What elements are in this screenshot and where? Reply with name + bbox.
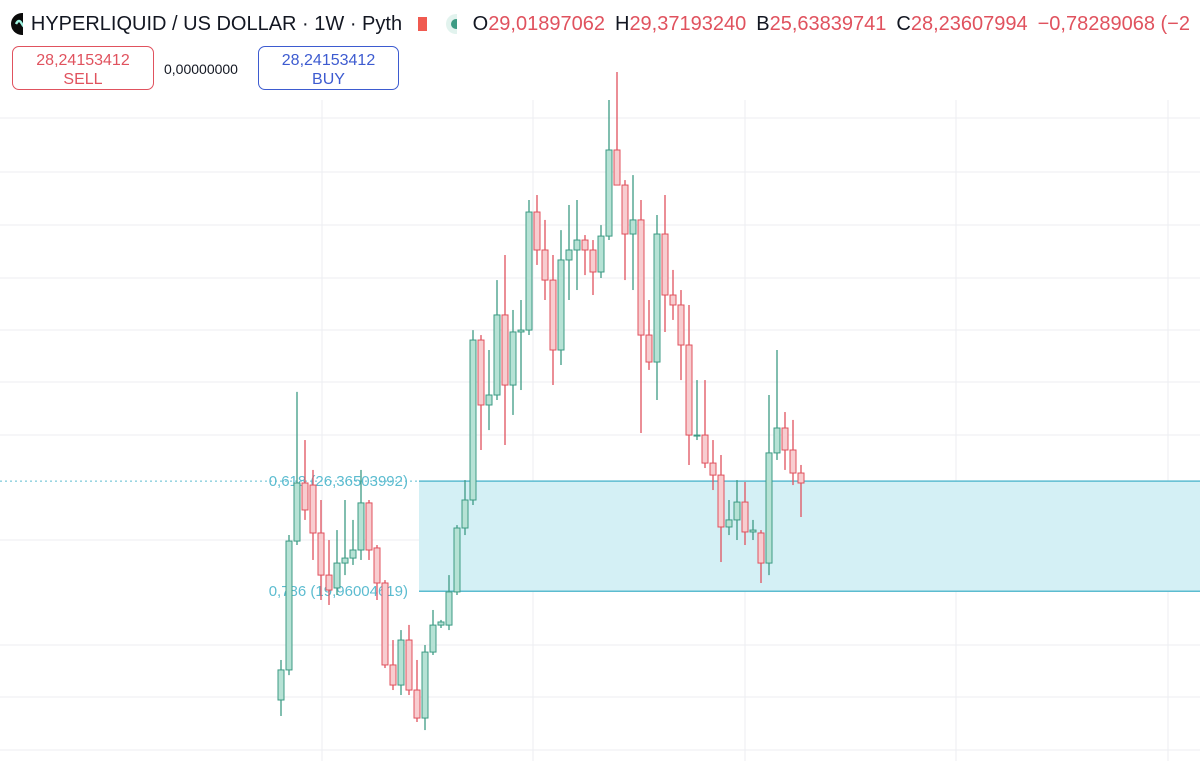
candle-body <box>525 211 533 331</box>
close-label: C <box>896 12 911 35</box>
close-value: 28,23607994 <box>910 12 1028 35</box>
fib-zone <box>419 481 1200 592</box>
change-value: −0,78289068 (−2 <box>1037 12 1190 35</box>
sell-price: 28,24153412 <box>36 52 130 69</box>
candle-body <box>661 233 669 296</box>
candle-body <box>397 639 405 686</box>
open-value: 29,01897062 <box>488 12 605 35</box>
candle-body <box>589 249 597 273</box>
buy-price: 28,24153412 <box>281 52 376 69</box>
candle-body <box>413 689 421 719</box>
candle-body <box>381 582 389 666</box>
candle-body <box>501 314 509 386</box>
low-label: B <box>756 12 770 35</box>
candle-body <box>797 472 805 484</box>
grid <box>0 100 1200 761</box>
candle-body <box>293 482 301 542</box>
candle-body <box>629 219 637 235</box>
candle-body <box>357 502 365 551</box>
candle-body <box>549 279 557 351</box>
candle-body <box>477 339 485 406</box>
candle-body <box>613 149 621 186</box>
candle-body <box>789 449 797 474</box>
candle-body <box>445 591 453 626</box>
candle-body <box>669 294 677 306</box>
candle-body <box>421 651 429 719</box>
legend-bar: HYPERLIQUID / US DOLLAR · 1W · Pyth O 29,… <box>10 8 1200 40</box>
candle-body <box>461 499 469 529</box>
flag-icon[interactable] <box>416 14 427 34</box>
candle-body <box>701 434 709 464</box>
candle-body <box>277 669 285 701</box>
candle-body <box>325 574 333 591</box>
candle-body <box>317 532 325 576</box>
candle-body <box>333 562 341 589</box>
candle-body <box>581 239 589 251</box>
candle-body <box>557 259 565 351</box>
candle-body <box>469 339 477 501</box>
fib-label: 0,786 (19,96004619) <box>269 583 408 600</box>
candle-body <box>749 529 757 533</box>
buy-button[interactable]: 28,24153412 BUY <box>258 46 399 90</box>
buy-label: BUY <box>312 71 345 88</box>
candle-body <box>605 149 613 237</box>
candle-body <box>597 235 605 273</box>
candle-body <box>533 211 541 251</box>
candle-body <box>757 532 765 564</box>
candle-body <box>437 621 445 626</box>
candle-body <box>773 427 781 454</box>
candle-body <box>653 233 661 363</box>
candle-body <box>685 344 693 436</box>
candle-body <box>493 314 501 396</box>
candle-body <box>541 249 549 281</box>
symbol-logo <box>11 13 23 35</box>
sell-label: SELL <box>63 71 103 88</box>
status-dot <box>445 14 457 34</box>
candle-body <box>573 239 581 251</box>
candle-body <box>405 639 413 691</box>
candle-body <box>677 304 685 346</box>
candle-body <box>485 394 493 406</box>
candle-body <box>621 184 629 235</box>
high-label: H <box>614 12 630 35</box>
candle-body <box>565 249 573 261</box>
candle-body <box>341 557 349 564</box>
candle-body <box>781 427 789 451</box>
candle-body <box>509 331 517 386</box>
candle-body <box>725 519 733 528</box>
candle-body <box>733 501 741 521</box>
candle-body <box>365 502 373 551</box>
candle-body <box>349 549 357 559</box>
candle-body <box>717 474 725 528</box>
candle-body <box>765 452 773 564</box>
high-value: 29,37193240 <box>629 12 747 35</box>
open-label: O <box>472 12 489 35</box>
candle-body <box>517 329 525 333</box>
candle-body <box>709 462 717 476</box>
candle-body <box>693 434 701 437</box>
low-value: 25,63839741 <box>769 12 887 35</box>
candle-body <box>285 540 293 671</box>
candle-body <box>389 664 397 686</box>
candle-body <box>645 334 653 363</box>
symbol-title[interactable]: HYPERLIQUID / US DOLLAR · 1W · Pyth <box>30 12 403 35</box>
candle-body <box>741 501 749 533</box>
spread: 0,00000000 <box>164 61 238 77</box>
candle-body <box>301 482 309 511</box>
candle-body <box>373 547 381 584</box>
fib-label: 0,618 (26,36503992) <box>269 473 408 490</box>
candle-body <box>309 484 317 534</box>
sell-button[interactable]: 28,24153412 SELL <box>12 46 154 90</box>
candle-body <box>429 624 437 653</box>
candle-body <box>637 219 645 336</box>
candle-body <box>453 527 461 593</box>
